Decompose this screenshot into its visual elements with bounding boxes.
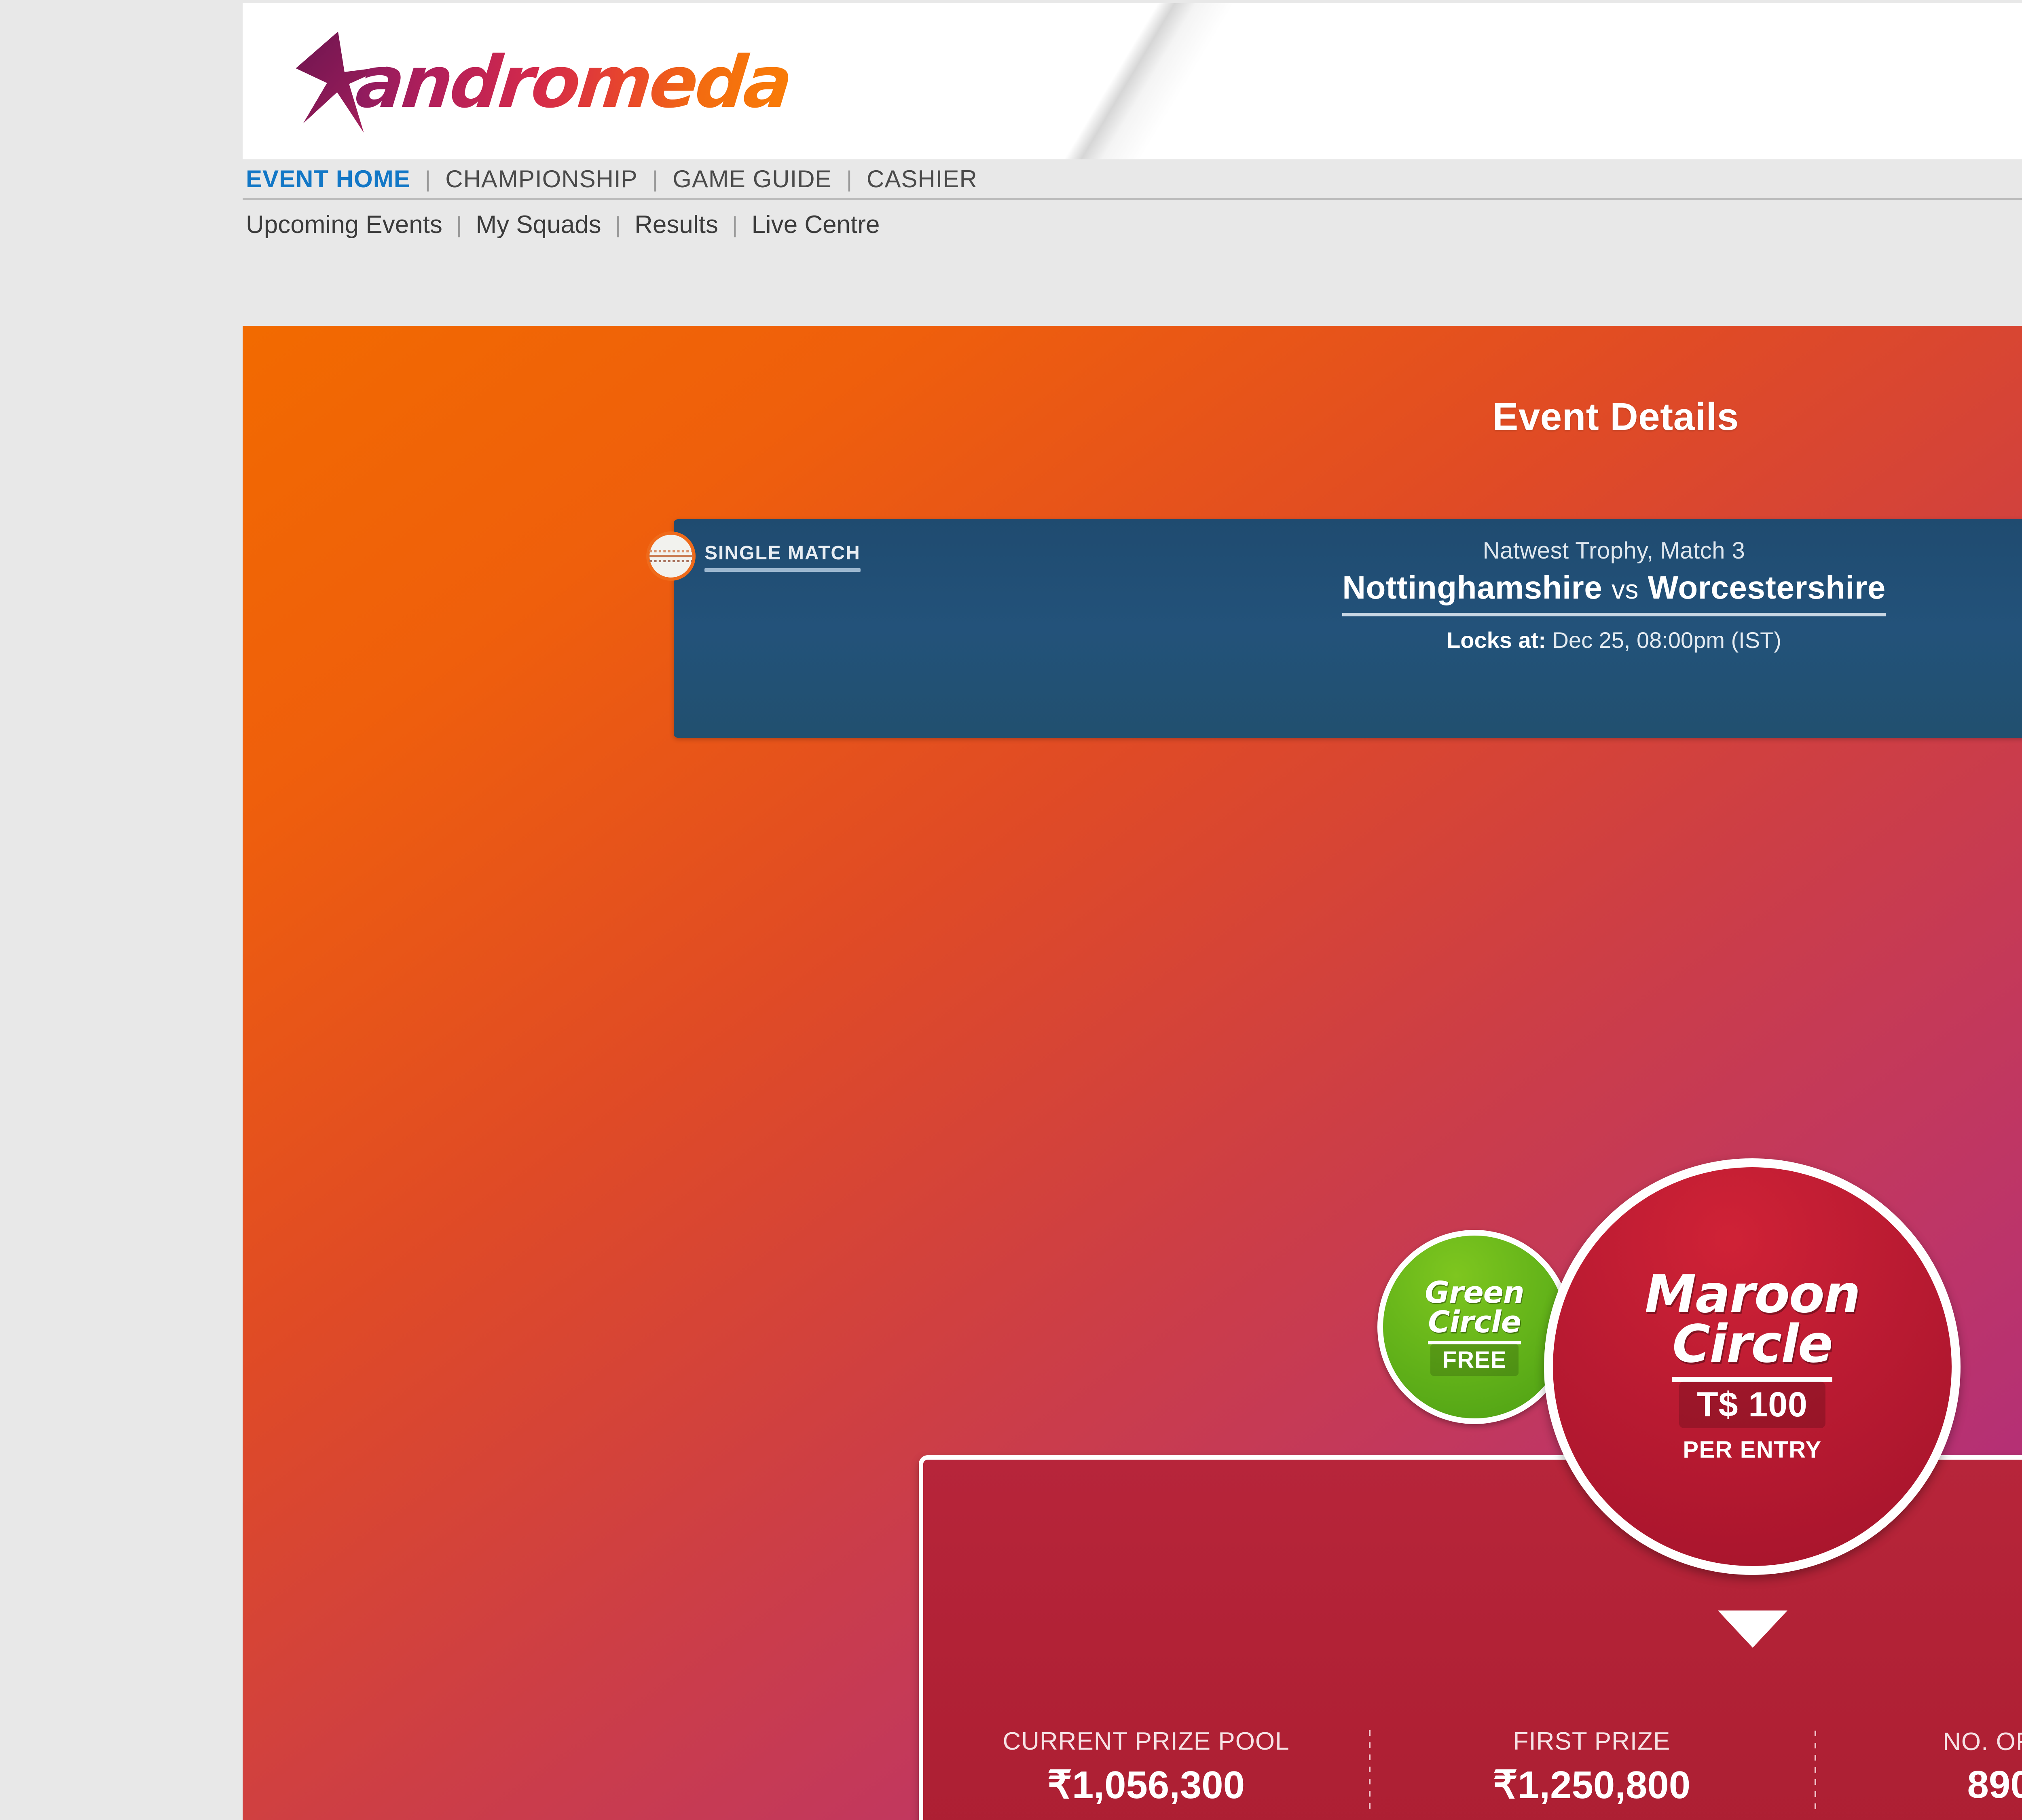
stat-value: 890,800 bbox=[1967, 1763, 2022, 1806]
site-header: andromeda Balance: T$390 ADD F bbox=[243, 3, 2022, 159]
nav-item-event-home[interactable]: EVENT HOME bbox=[246, 165, 410, 193]
circle-option-green[interactable]: Green Circle FREE bbox=[1377, 1230, 1571, 1424]
secondary-navigation: Upcoming Events | My Squads | Results | … bbox=[243, 202, 2022, 247]
stat-label: FIRST PRIZE bbox=[1513, 1727, 1671, 1755]
match-body: Natwest Trophy, Match 3 Nottinghamshire … bbox=[674, 537, 2022, 653]
match-info-card: SINGLE MATCH Natwest Trophy, Match 3 Not… bbox=[646, 519, 2022, 738]
locks-at-value: Dec 25, 08:00pm (IST) bbox=[1552, 627, 1781, 653]
green-circle-name-line2: Circle bbox=[1428, 1304, 1521, 1344]
nav-divider: | bbox=[846, 166, 852, 192]
match-series: Natwest Trophy, Match 3 bbox=[1483, 538, 1745, 564]
nav-divider: | bbox=[425, 166, 431, 192]
stat-value: ₹1,250,800 bbox=[1493, 1763, 1691, 1807]
header-sheen-decoration bbox=[862, 3, 1403, 159]
event-details-hero: Event Details SINGLE MATCH Natwest Troph… bbox=[243, 326, 2022, 1820]
stat-first-prize: FIRST PRIZE ₹1,250,800 bbox=[1369, 1727, 1815, 1811]
single-match-label: SINGLE MATCH bbox=[704, 542, 861, 564]
green-circle-name-line1: Green bbox=[1425, 1275, 1524, 1310]
maroon-circle-per-entry: PER ENTRY bbox=[1683, 1436, 1822, 1463]
maroon-circle-price: T$ 100 bbox=[1679, 1381, 1825, 1428]
stat-current-prize-pool: CURRENT PRIZE POOL ₹1,056,300 bbox=[923, 1727, 1369, 1807]
vs-label: vs bbox=[1612, 574, 1639, 604]
maroon-circle-name-line2: Circle bbox=[1672, 1314, 1833, 1382]
stat-no-of-prizes: NO. OF PRIZES 890,800 bbox=[1815, 1727, 2022, 1812]
star-icon bbox=[296, 32, 388, 133]
stat-value: ₹1,056,300 bbox=[1047, 1763, 1245, 1807]
nav-item-game-guide[interactable]: GAME GUIDE bbox=[673, 165, 832, 193]
cricket-ball-icon bbox=[646, 531, 696, 581]
subnav-item-live-centre[interactable]: Live Centre bbox=[751, 210, 880, 239]
subnav-item-upcoming-events[interactable]: Upcoming Events bbox=[246, 210, 442, 239]
nav-item-championship[interactable]: CHAMPIONSHIP bbox=[445, 165, 638, 193]
prize-stats-row: CURRENT PRIZE POOL ₹1,056,300 FIRST PRIZ… bbox=[923, 1702, 2022, 1820]
logo-wordmark: andromeda bbox=[352, 40, 795, 124]
page-container: andromeda Balance: T$390 ADD F bbox=[243, 0, 2022, 1820]
primary-navigation: EVENT HOME | CHAMPIONSHIP | GAME GUIDE |… bbox=[243, 159, 2022, 200]
circle-selector: Green Circle FREE Orange Circle T$ 10 Ma… bbox=[243, 326, 2022, 1820]
subnav-item-my-squads[interactable]: My Squads bbox=[476, 210, 601, 239]
locks-at-label: Locks at: bbox=[1447, 627, 1546, 653]
maroon-circle-name-line1: Maroon bbox=[1645, 1264, 1861, 1325]
site-logo[interactable]: andromeda bbox=[295, 28, 910, 137]
green-circle-price: FREE bbox=[1430, 1344, 1519, 1376]
stat-label: CURRENT PRIZE POOL bbox=[1003, 1727, 1290, 1755]
subnav-item-results[interactable]: Results bbox=[635, 210, 718, 239]
team-home: Nottinghamshire bbox=[1342, 569, 1603, 605]
subnav-divider: | bbox=[732, 212, 738, 237]
single-match-underline bbox=[704, 568, 861, 572]
circle-option-maroon-selected[interactable]: Maroon Circle T$ 100 PER ENTRY bbox=[1544, 1158, 1961, 1575]
stat-label: NO. OF PRIZES bbox=[1943, 1727, 2022, 1756]
maroon-circle-name: Maroon Circle bbox=[1645, 1269, 1861, 1382]
nav-item-cashier[interactable]: CASHIER bbox=[867, 165, 977, 193]
single-match-badge: SINGLE MATCH bbox=[646, 531, 861, 581]
subnav-divider: | bbox=[615, 212, 621, 237]
team-away: Worcestershire bbox=[1648, 569, 1886, 605]
page-title: Event Details bbox=[1492, 395, 1739, 438]
nav-divider: | bbox=[652, 166, 658, 192]
match-lock-time: Locks at: Dec 25, 08:00pm (IST) bbox=[674, 627, 2022, 653]
green-circle-name: Green Circle bbox=[1425, 1275, 1525, 1344]
match-teams: Nottinghamshire vs Worcestershire bbox=[1342, 569, 1886, 616]
subnav-divider: | bbox=[456, 212, 462, 237]
